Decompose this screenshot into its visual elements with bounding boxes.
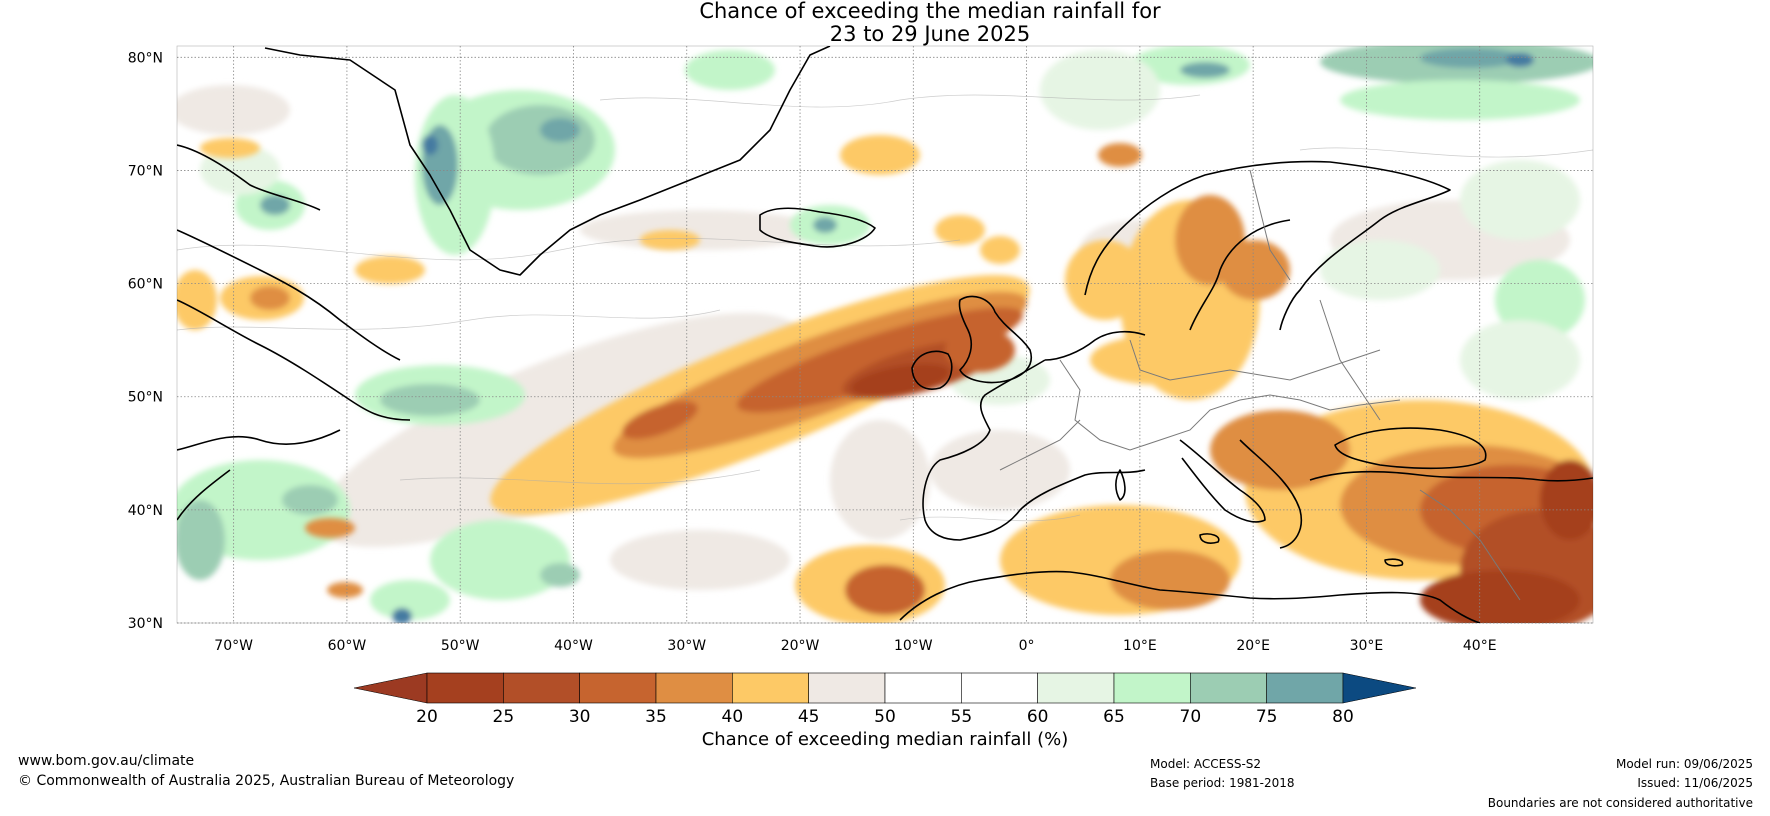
- lat-label: 70°N: [128, 163, 163, 179]
- field-above-median-areas: [177, 46, 1593, 623]
- colorbar-swatch: [961, 672, 1038, 704]
- website-text: www.bom.gov.au/climate: [18, 753, 195, 769]
- colorbar-swatch: [808, 672, 886, 704]
- lon-label: 40°E: [1463, 638, 1497, 654]
- map-title-line-2: 23 to 29 June 2025: [829, 22, 1031, 46]
- colorbar-tick-label: 30: [569, 707, 591, 727]
- map-title-line-1: Chance of exceeding the median rainfall …: [699, 0, 1161, 23]
- great-britain-coast: [958, 295, 1032, 384]
- balkans-greece-coast: [1239, 439, 1593, 549]
- colorbar-tick-label: 60: [1027, 707, 1049, 727]
- issued-text: Issued: 11/06/2025: [1637, 776, 1753, 790]
- colorbar: 20 25 30 35 40 45 50 55 60 65 70 75 80: [353, 672, 1417, 727]
- colorbar-swatch: [1037, 672, 1115, 704]
- field-below-median-areas: [177, 135, 1593, 623]
- colorbar-swatch: [1190, 672, 1267, 704]
- graticule: [177, 46, 1593, 624]
- colorbar-swatch: [655, 672, 733, 704]
- lon-label: 10°E: [1123, 638, 1157, 654]
- greenland-coast: [264, 46, 831, 276]
- colorbar-under-triangle: [353, 672, 428, 704]
- colorbar-tick-label: 75: [1256, 707, 1278, 727]
- lon-label: 70°W: [214, 638, 253, 654]
- scandinavia-coast: [1084, 160, 1451, 331]
- iceland-coast: [759, 207, 876, 248]
- colorbar-tick-label: 65: [1103, 707, 1125, 727]
- colorbar-tick-label: 45: [798, 707, 820, 727]
- colorbar-tick-label: 80: [1332, 707, 1354, 727]
- lat-label: 60°N: [128, 277, 163, 293]
- map-frame: [176, 45, 1594, 624]
- lat-label: 80°N: [128, 50, 163, 66]
- colorbar-label: Chance of exceeding median rainfall (%): [702, 729, 1069, 750]
- europe-atlantic-coast: [922, 330, 1146, 541]
- baffin-coast: [177, 144, 401, 361]
- lon-label: 30°E: [1350, 638, 1384, 654]
- colorbar-swatch: [426, 672, 504, 704]
- black-sea-coast: [1334, 427, 1487, 470]
- colorbar-tick-label: 20: [416, 707, 438, 727]
- lon-label: 30°W: [667, 638, 706, 654]
- colorbar-tick-label: 35: [645, 707, 667, 727]
- colorbar-swatch: [579, 672, 657, 704]
- colorbar-tick-label: 70: [1180, 707, 1202, 727]
- colorbar-tick-label: 25: [493, 707, 515, 727]
- lon-label: 40°W: [554, 638, 593, 654]
- north-africa-coast: [899, 570, 1481, 623]
- disclaimer-text: Boundaries are not considered authoritat…: [1487, 796, 1753, 810]
- map-panel: [176, 45, 1594, 624]
- italy-coast: [1179, 439, 1266, 523]
- lat-label: 30°N: [128, 616, 163, 632]
- labrador-coast: [177, 299, 411, 421]
- lon-label: 0°: [1019, 638, 1035, 654]
- copyright-text: © Commonwealth of Australia 2025, Austra…: [18, 773, 515, 789]
- lat-label: 40°N: [128, 503, 163, 519]
- coastlines: [177, 46, 1593, 623]
- colorbar-tick-label: 50: [874, 707, 896, 727]
- ireland-coast: [911, 350, 953, 390]
- model-run-text: Model run: 09/06/2025: [1615, 757, 1753, 771]
- colorbar-swatch: [1266, 672, 1344, 704]
- colorbar-swatch: [884, 672, 962, 704]
- lon-label: 20°W: [781, 638, 820, 654]
- colorbar-swatch: [732, 672, 809, 704]
- country-borders: [999, 169, 1521, 601]
- probability-contours: [177, 94, 1593, 522]
- lon-label: 60°W: [328, 638, 367, 654]
- mediterranean-islands: [1115, 469, 1404, 567]
- colorbar-swatch: [503, 672, 580, 704]
- lat-label: 50°N: [128, 390, 163, 406]
- colorbar-swatch: [1113, 672, 1191, 704]
- latitude-labels: 80°N 70°N 60°N 50°N 40°N 30°N: [128, 50, 163, 632]
- lon-label: 20°E: [1236, 638, 1270, 654]
- lon-label: 10°W: [894, 638, 933, 654]
- base-period-text: Base period: 1981-2018: [1150, 776, 1295, 790]
- model-text: Model: ACCESS-S2: [1150, 757, 1262, 771]
- colorbar-tick-label: 40: [722, 707, 744, 727]
- colorbar-tick-label: 55: [951, 707, 973, 727]
- north-america-east-coast: [177, 429, 341, 521]
- longitude-labels: 70°W 60°W 50°W 40°W 30°W 20°W 10°W 0° 10°E 20°E 30…: [214, 638, 1496, 654]
- colorbar-over-triangle: [1342, 672, 1417, 704]
- lon-label: 50°W: [441, 638, 480, 654]
